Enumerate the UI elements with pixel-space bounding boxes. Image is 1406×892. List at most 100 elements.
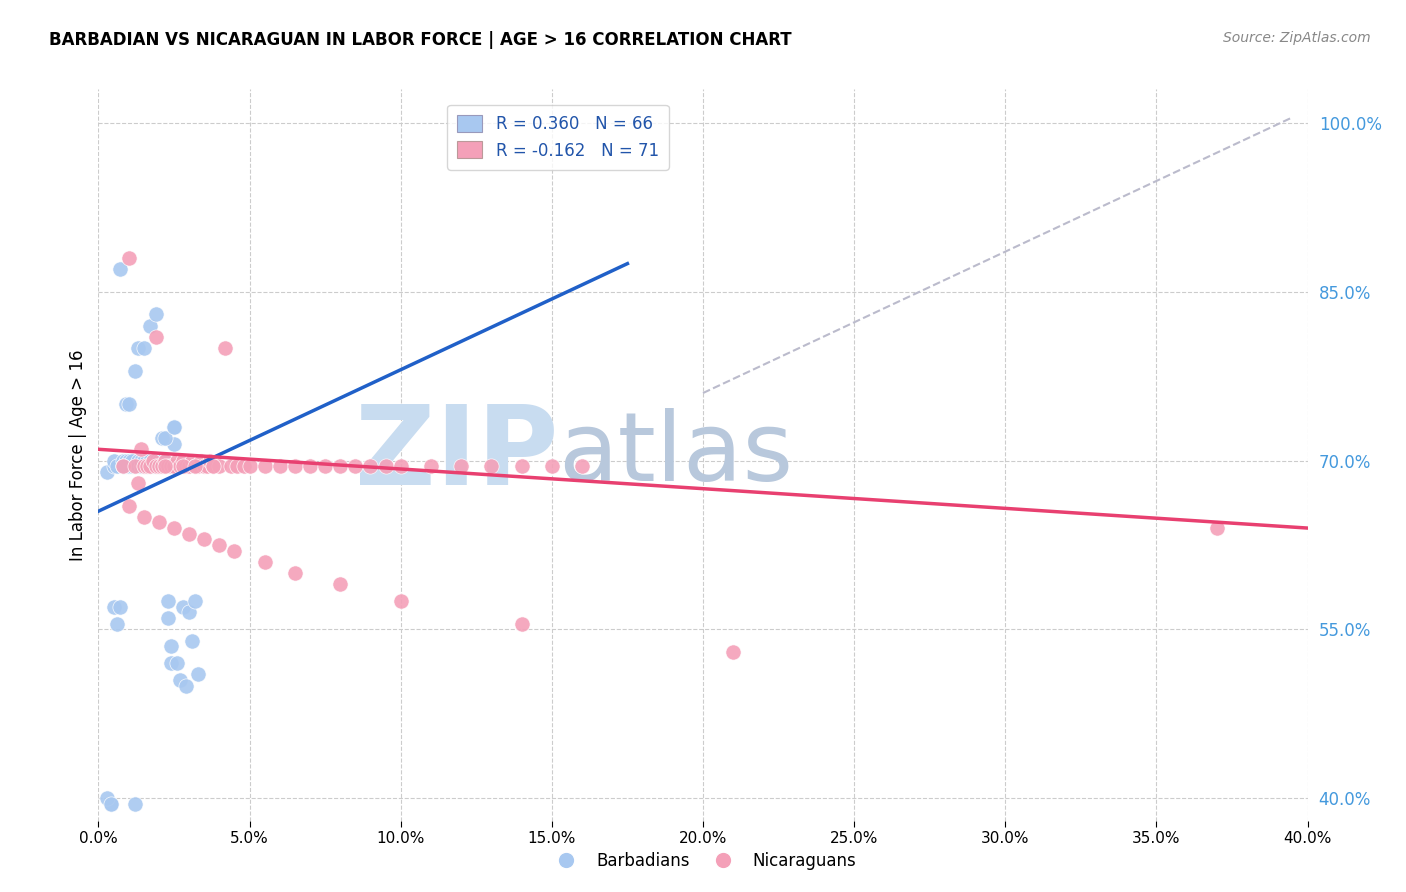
Point bbox=[127, 459, 149, 474]
Point bbox=[179, 459, 201, 474]
Text: ZIP: ZIP bbox=[354, 401, 558, 508]
Point bbox=[103, 599, 125, 614]
Point bbox=[127, 476, 149, 491]
Point bbox=[150, 459, 173, 474]
Point bbox=[142, 453, 165, 467]
Point bbox=[226, 459, 249, 474]
Point bbox=[148, 453, 170, 467]
Point bbox=[269, 459, 291, 474]
Point bbox=[139, 453, 162, 467]
Point bbox=[450, 459, 472, 474]
Point bbox=[181, 453, 204, 467]
Point bbox=[181, 633, 204, 648]
Text: BARBADIAN VS NICARAGUAN IN LABOR FORCE | AGE > 16 CORRELATION CHART: BARBADIAN VS NICARAGUAN IN LABOR FORCE |… bbox=[49, 31, 792, 49]
Point bbox=[132, 459, 155, 474]
Point bbox=[187, 459, 209, 474]
Point bbox=[153, 453, 176, 467]
Point bbox=[124, 363, 146, 377]
Point bbox=[187, 667, 209, 681]
Point bbox=[200, 453, 222, 467]
Point bbox=[118, 499, 141, 513]
Point bbox=[139, 318, 162, 333]
Point bbox=[114, 397, 136, 411]
Point bbox=[253, 459, 276, 474]
Point bbox=[145, 459, 167, 474]
Point bbox=[153, 459, 176, 474]
Point bbox=[184, 459, 207, 474]
Point bbox=[108, 262, 131, 277]
Point bbox=[329, 459, 352, 474]
Point bbox=[163, 459, 186, 474]
Point bbox=[132, 341, 155, 355]
Point bbox=[510, 616, 533, 631]
Legend: R = 0.360   N = 66, R = -0.162   N = 71: R = 0.360 N = 66, R = -0.162 N = 71 bbox=[447, 105, 669, 169]
Point bbox=[135, 459, 157, 474]
Point bbox=[184, 459, 207, 474]
Point bbox=[96, 465, 118, 479]
Point bbox=[389, 459, 412, 474]
Point bbox=[111, 453, 134, 467]
Point bbox=[163, 436, 186, 450]
Point bbox=[329, 577, 352, 591]
Point bbox=[105, 459, 128, 474]
Point bbox=[208, 459, 231, 474]
Point bbox=[160, 656, 183, 670]
Point bbox=[1206, 521, 1229, 535]
Point bbox=[179, 526, 201, 541]
Point bbox=[232, 459, 254, 474]
Point bbox=[153, 453, 176, 467]
Point bbox=[111, 459, 134, 474]
Point bbox=[145, 459, 167, 474]
Point bbox=[118, 459, 141, 474]
Point bbox=[221, 459, 243, 474]
Point bbox=[132, 453, 155, 467]
Point bbox=[132, 459, 155, 474]
Point bbox=[374, 459, 396, 474]
Point bbox=[103, 453, 125, 467]
Point bbox=[166, 656, 188, 670]
Text: atlas: atlas bbox=[558, 409, 793, 501]
Point bbox=[121, 453, 143, 467]
Point bbox=[193, 533, 215, 547]
Point bbox=[118, 251, 141, 265]
Point bbox=[571, 459, 593, 474]
Point bbox=[105, 616, 128, 631]
Point bbox=[166, 453, 188, 467]
Point bbox=[172, 453, 194, 467]
Point bbox=[150, 431, 173, 445]
Point bbox=[129, 442, 152, 457]
Point bbox=[174, 679, 197, 693]
Point bbox=[202, 459, 225, 474]
Point bbox=[169, 673, 191, 687]
Point bbox=[118, 453, 141, 467]
Point bbox=[314, 459, 336, 474]
Point bbox=[100, 797, 122, 811]
Point bbox=[163, 521, 186, 535]
Point bbox=[111, 459, 134, 474]
Point bbox=[148, 459, 170, 474]
Point bbox=[284, 459, 307, 474]
Point bbox=[148, 516, 170, 530]
Point bbox=[156, 459, 179, 474]
Point bbox=[142, 459, 165, 474]
Point bbox=[129, 459, 152, 474]
Point bbox=[103, 459, 125, 474]
Point bbox=[124, 459, 146, 474]
Y-axis label: In Labor Force | Age > 16: In Labor Force | Age > 16 bbox=[69, 349, 87, 561]
Point bbox=[121, 459, 143, 474]
Point bbox=[172, 599, 194, 614]
Point bbox=[540, 459, 562, 474]
Point bbox=[360, 459, 382, 474]
Point bbox=[284, 566, 307, 580]
Point bbox=[127, 453, 149, 467]
Point bbox=[96, 791, 118, 805]
Point bbox=[193, 459, 215, 474]
Point bbox=[153, 459, 176, 474]
Point bbox=[129, 453, 152, 467]
Point bbox=[108, 599, 131, 614]
Point bbox=[127, 341, 149, 355]
Point bbox=[139, 459, 162, 474]
Point bbox=[163, 419, 186, 434]
Point bbox=[135, 459, 157, 474]
Point bbox=[344, 459, 367, 474]
